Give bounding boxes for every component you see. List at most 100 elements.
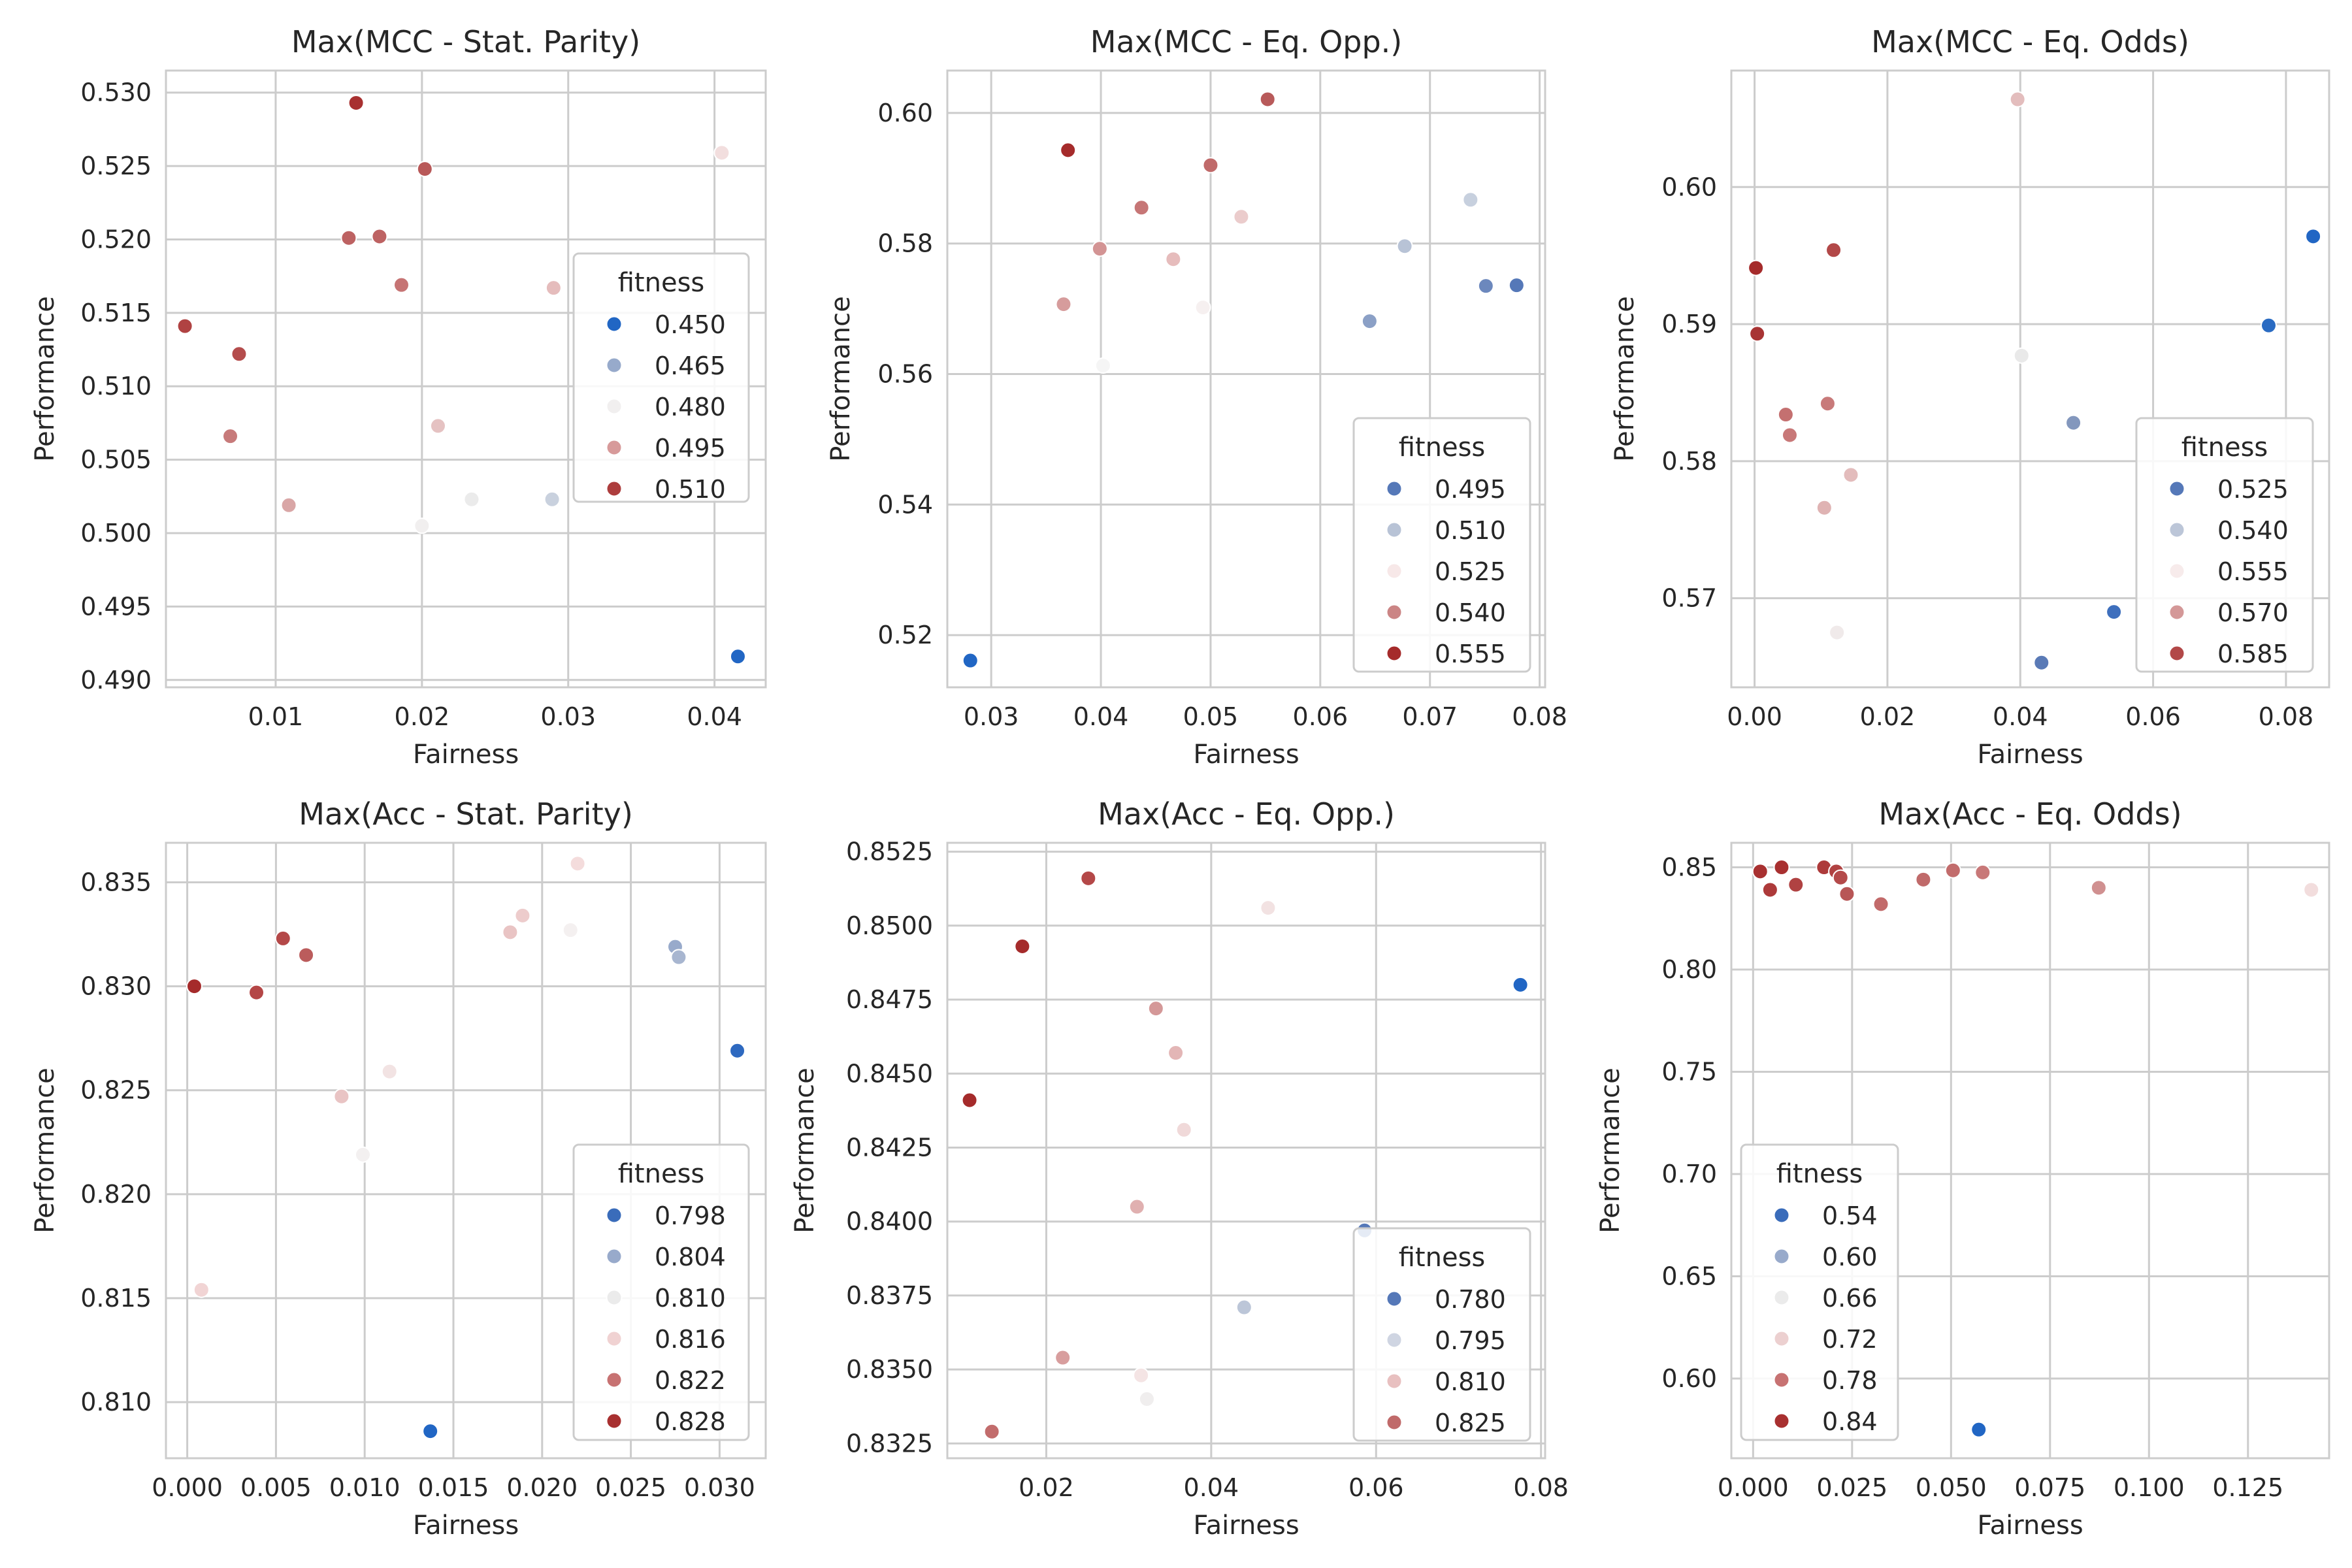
x-tick-label: 0.005 <box>240 1473 312 1502</box>
data-point <box>354 1146 371 1163</box>
legend-marker <box>606 480 623 497</box>
y-tick-label: 0.8350 <box>846 1355 933 1384</box>
data-point <box>298 947 315 964</box>
y-tick-label: 0.505 <box>80 446 152 474</box>
chart-title: Max(Acc - Stat. Parity) <box>299 796 633 832</box>
legend-label: 0.540 <box>2217 516 2289 545</box>
data-point <box>2305 228 2322 245</box>
data-point <box>1396 238 1413 255</box>
data-point <box>1944 862 1961 879</box>
x-axis-label: Fairness <box>413 1511 519 1541</box>
data-point <box>1970 1421 1987 1438</box>
y-tick-label: 0.60 <box>877 99 933 127</box>
data-point <box>1842 466 1859 483</box>
legend-box <box>572 252 750 503</box>
data-point <box>231 346 248 363</box>
data-point <box>280 497 297 514</box>
data-point <box>1361 313 1378 330</box>
legend-marker <box>1773 1248 1790 1265</box>
x-tick-label: 0.000 <box>1718 1473 1789 1502</box>
x-tick-label: 0.025 <box>1816 1473 1887 1502</box>
data-point <box>962 652 979 669</box>
data-point <box>1014 938 1031 955</box>
x-tick-label: 0.050 <box>1916 1473 1987 1502</box>
data-point <box>1091 240 1108 257</box>
x-axis-label: Fairness <box>1977 740 2083 770</box>
data-point <box>1508 277 1525 294</box>
legend-marker <box>1773 1207 1790 1224</box>
data-point <box>713 144 730 161</box>
legend-title: fitness <box>2181 433 2268 463</box>
data-point <box>1915 871 1932 888</box>
y-tick-label: 0.825 <box>80 1076 152 1105</box>
legend-title: fitness <box>618 268 705 298</box>
y-tick-label: 0.500 <box>80 519 152 547</box>
legend-label: 0.60 <box>1822 1243 1878 1271</box>
x-tick-label: 0.00 <box>1727 702 1782 731</box>
data-point <box>1477 278 1494 295</box>
data-point <box>1829 624 1846 641</box>
legend-marker <box>606 1207 623 1224</box>
data-point <box>2033 654 2050 671</box>
legend-marker <box>606 1248 623 1265</box>
x-tick-label: 0.08 <box>2259 702 2314 731</box>
x-tick-label: 0.015 <box>418 1473 489 1502</box>
y-tick-label: 0.85 <box>1661 853 1717 882</box>
legend-label: 0.555 <box>2217 557 2289 586</box>
data-point <box>186 978 203 995</box>
data-point <box>1838 885 1855 902</box>
legend-title: fitness <box>1399 1243 1486 1273</box>
legend-label: 0.810 <box>1435 1367 1506 1396</box>
legend-marker <box>1386 645 1403 662</box>
x-tick-label: 0.07 <box>1402 702 1458 731</box>
data-point <box>1788 876 1805 893</box>
chart-title: Max(Acc - Eq. Odds) <box>1878 796 2181 832</box>
y-tick-label: 0.520 <box>80 225 152 253</box>
data-point <box>729 1042 746 1059</box>
legend-label: 0.510 <box>655 475 726 504</box>
y-tick-label: 0.8425 <box>846 1133 933 1162</box>
y-tick-label: 0.70 <box>1661 1160 1717 1188</box>
legend-marker <box>1386 1414 1403 1431</box>
y-tick-label: 0.54 <box>877 490 933 519</box>
y-tick-label: 0.830 <box>80 972 152 1001</box>
legend-label: 0.816 <box>655 1325 726 1354</box>
y-tick-label: 0.65 <box>1661 1262 1717 1290</box>
legend-label: 0.804 <box>655 1243 726 1271</box>
data-point <box>422 1423 439 1440</box>
legend-label: 0.570 <box>2217 598 2289 627</box>
legend-label: 0.465 <box>655 351 726 380</box>
data-point <box>1752 863 1769 880</box>
data-point <box>1462 191 1479 208</box>
data-point <box>348 94 365 111</box>
legend-marker <box>1773 1371 1790 1388</box>
data-point <box>545 280 562 297</box>
data-point <box>2260 317 2277 334</box>
y-tick-label: 0.60 <box>1661 172 1717 201</box>
legend-marker <box>1386 563 1403 580</box>
legend: fitness 0.495 0.510 0.525 0.540 0.555 <box>1352 417 1531 673</box>
data-point <box>1055 296 1072 313</box>
legend: fitness 0.450 0.465 0.480 0.495 0.510 <box>572 252 750 504</box>
y-axis-label: Performance <box>826 296 856 461</box>
y-tick-label: 0.60 <box>1661 1364 1717 1393</box>
data-point <box>1194 299 1211 316</box>
x-tick-label: 0.010 <box>329 1473 400 1502</box>
data-point <box>2013 347 2030 364</box>
x-tick-label: 0.01 <box>248 702 304 731</box>
legend-marker <box>606 1371 623 1388</box>
data-point <box>340 229 357 246</box>
x-tick-label: 0.125 <box>2212 1473 2283 1502</box>
chart-title: Max(MCC - Eq. Opp.) <box>1090 24 1403 59</box>
x-tick-label: 0.000 <box>152 1473 223 1502</box>
data-point <box>544 491 561 508</box>
subplot-acc-eq-opp: 0.02 0.04 0.06 0.08 0.8325 0.8350 0.8375 0.8400… <box>790 796 1569 1541</box>
legend-marker <box>606 1413 623 1429</box>
legend-marker <box>1386 604 1403 621</box>
subplot-acc-eq-odds: 0.000 0.025 0.050 0.075 0.100 0.125 0.60 0.65 0.… <box>1595 796 2330 1541</box>
y-tick-label: 0.835 <box>80 868 152 896</box>
data-point <box>1748 259 1765 276</box>
x-tick-label: 0.02 <box>1019 1473 1074 1502</box>
data-point <box>2106 604 2123 621</box>
data-point <box>1816 499 1833 516</box>
